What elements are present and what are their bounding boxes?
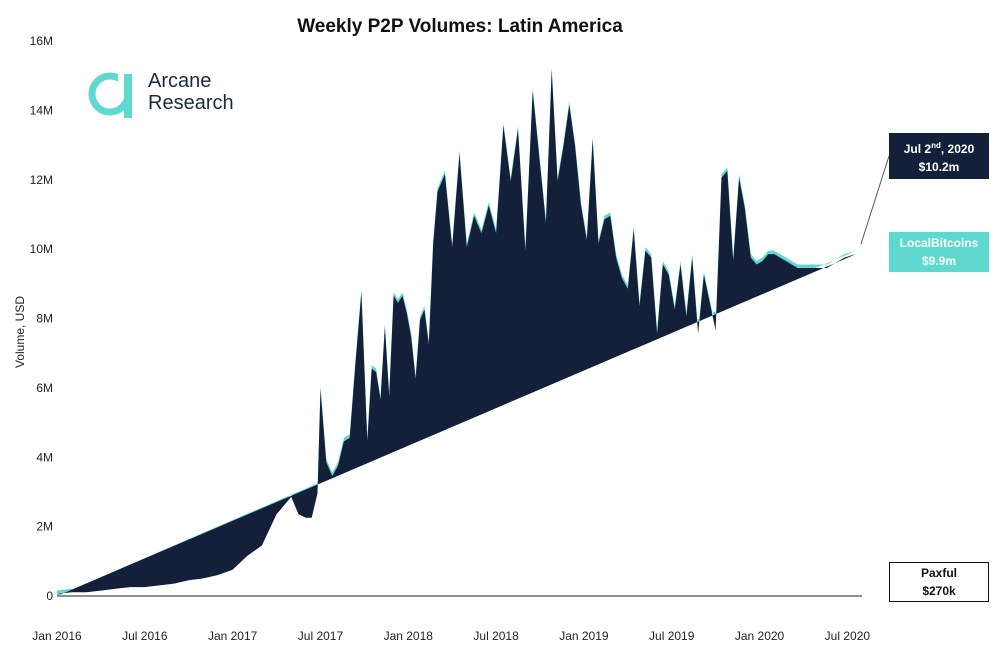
callout-paxful: Paxful $270k [889, 562, 989, 602]
y-tick-label: 8M [36, 312, 53, 326]
logo-line-2: Research [148, 92, 234, 114]
callout-lb-value: $9.9m [921, 254, 957, 268]
y-axis-label: Volume, USD [13, 296, 27, 368]
x-tick-label: Jan 2019 [559, 629, 609, 643]
x-tick-label: Jan 2016 [32, 629, 82, 643]
arcane-logo-icon [88, 72, 132, 118]
y-tick-label: 0 [46, 589, 53, 603]
callout-px-name: Paxful [920, 566, 957, 580]
x-tick-label: Jul 2018 [473, 629, 519, 643]
y-tick-label: 10M [30, 242, 53, 256]
callout-total-value: $10.2m [918, 159, 960, 174]
callout-total-year: , 2020 [940, 141, 975, 156]
callout-leader-line [860, 155, 890, 245]
y-tick-label: 4M [36, 450, 53, 464]
chart-title: Weekly P2P Volumes: Latin America [297, 16, 623, 37]
y-tick-label: 6M [36, 381, 53, 395]
callout-total-date-suffix: nd [931, 140, 941, 150]
x-tick-label: Jul 2016 [122, 629, 168, 643]
paxful-series-line [57, 583, 863, 596]
x-tick-label: Jul 2020 [825, 629, 871, 643]
x-tick-label: Jan 2017 [208, 629, 258, 643]
x-tick-label: Jan 2018 [384, 629, 434, 643]
callout-total-date: Jul 2 [903, 141, 932, 156]
callout-px-value: $270k [922, 584, 956, 598]
x-tick-label: Jan 2020 [735, 629, 785, 643]
logo-line-1: Arcane [148, 70, 212, 92]
x-tick-label: Jul 2019 [649, 629, 695, 643]
total-volume-area [57, 70, 857, 597]
y-tick-label: 14M [30, 103, 53, 117]
x-tick-label: Jul 2017 [298, 629, 344, 643]
y-tick-label: 12M [30, 173, 53, 187]
callout-total-volume: Jul 2nd, 2020 $10.2m [889, 133, 989, 179]
y-tick-label: 16M [30, 34, 53, 48]
callout-localbitcoins: LocalBitcoins $9.9m [889, 232, 989, 272]
callout-lb-name: LocalBitcoins [899, 236, 979, 250]
arcane-research-logo: Arcane Research [86, 68, 266, 124]
y-tick-label: 2M [36, 520, 53, 534]
